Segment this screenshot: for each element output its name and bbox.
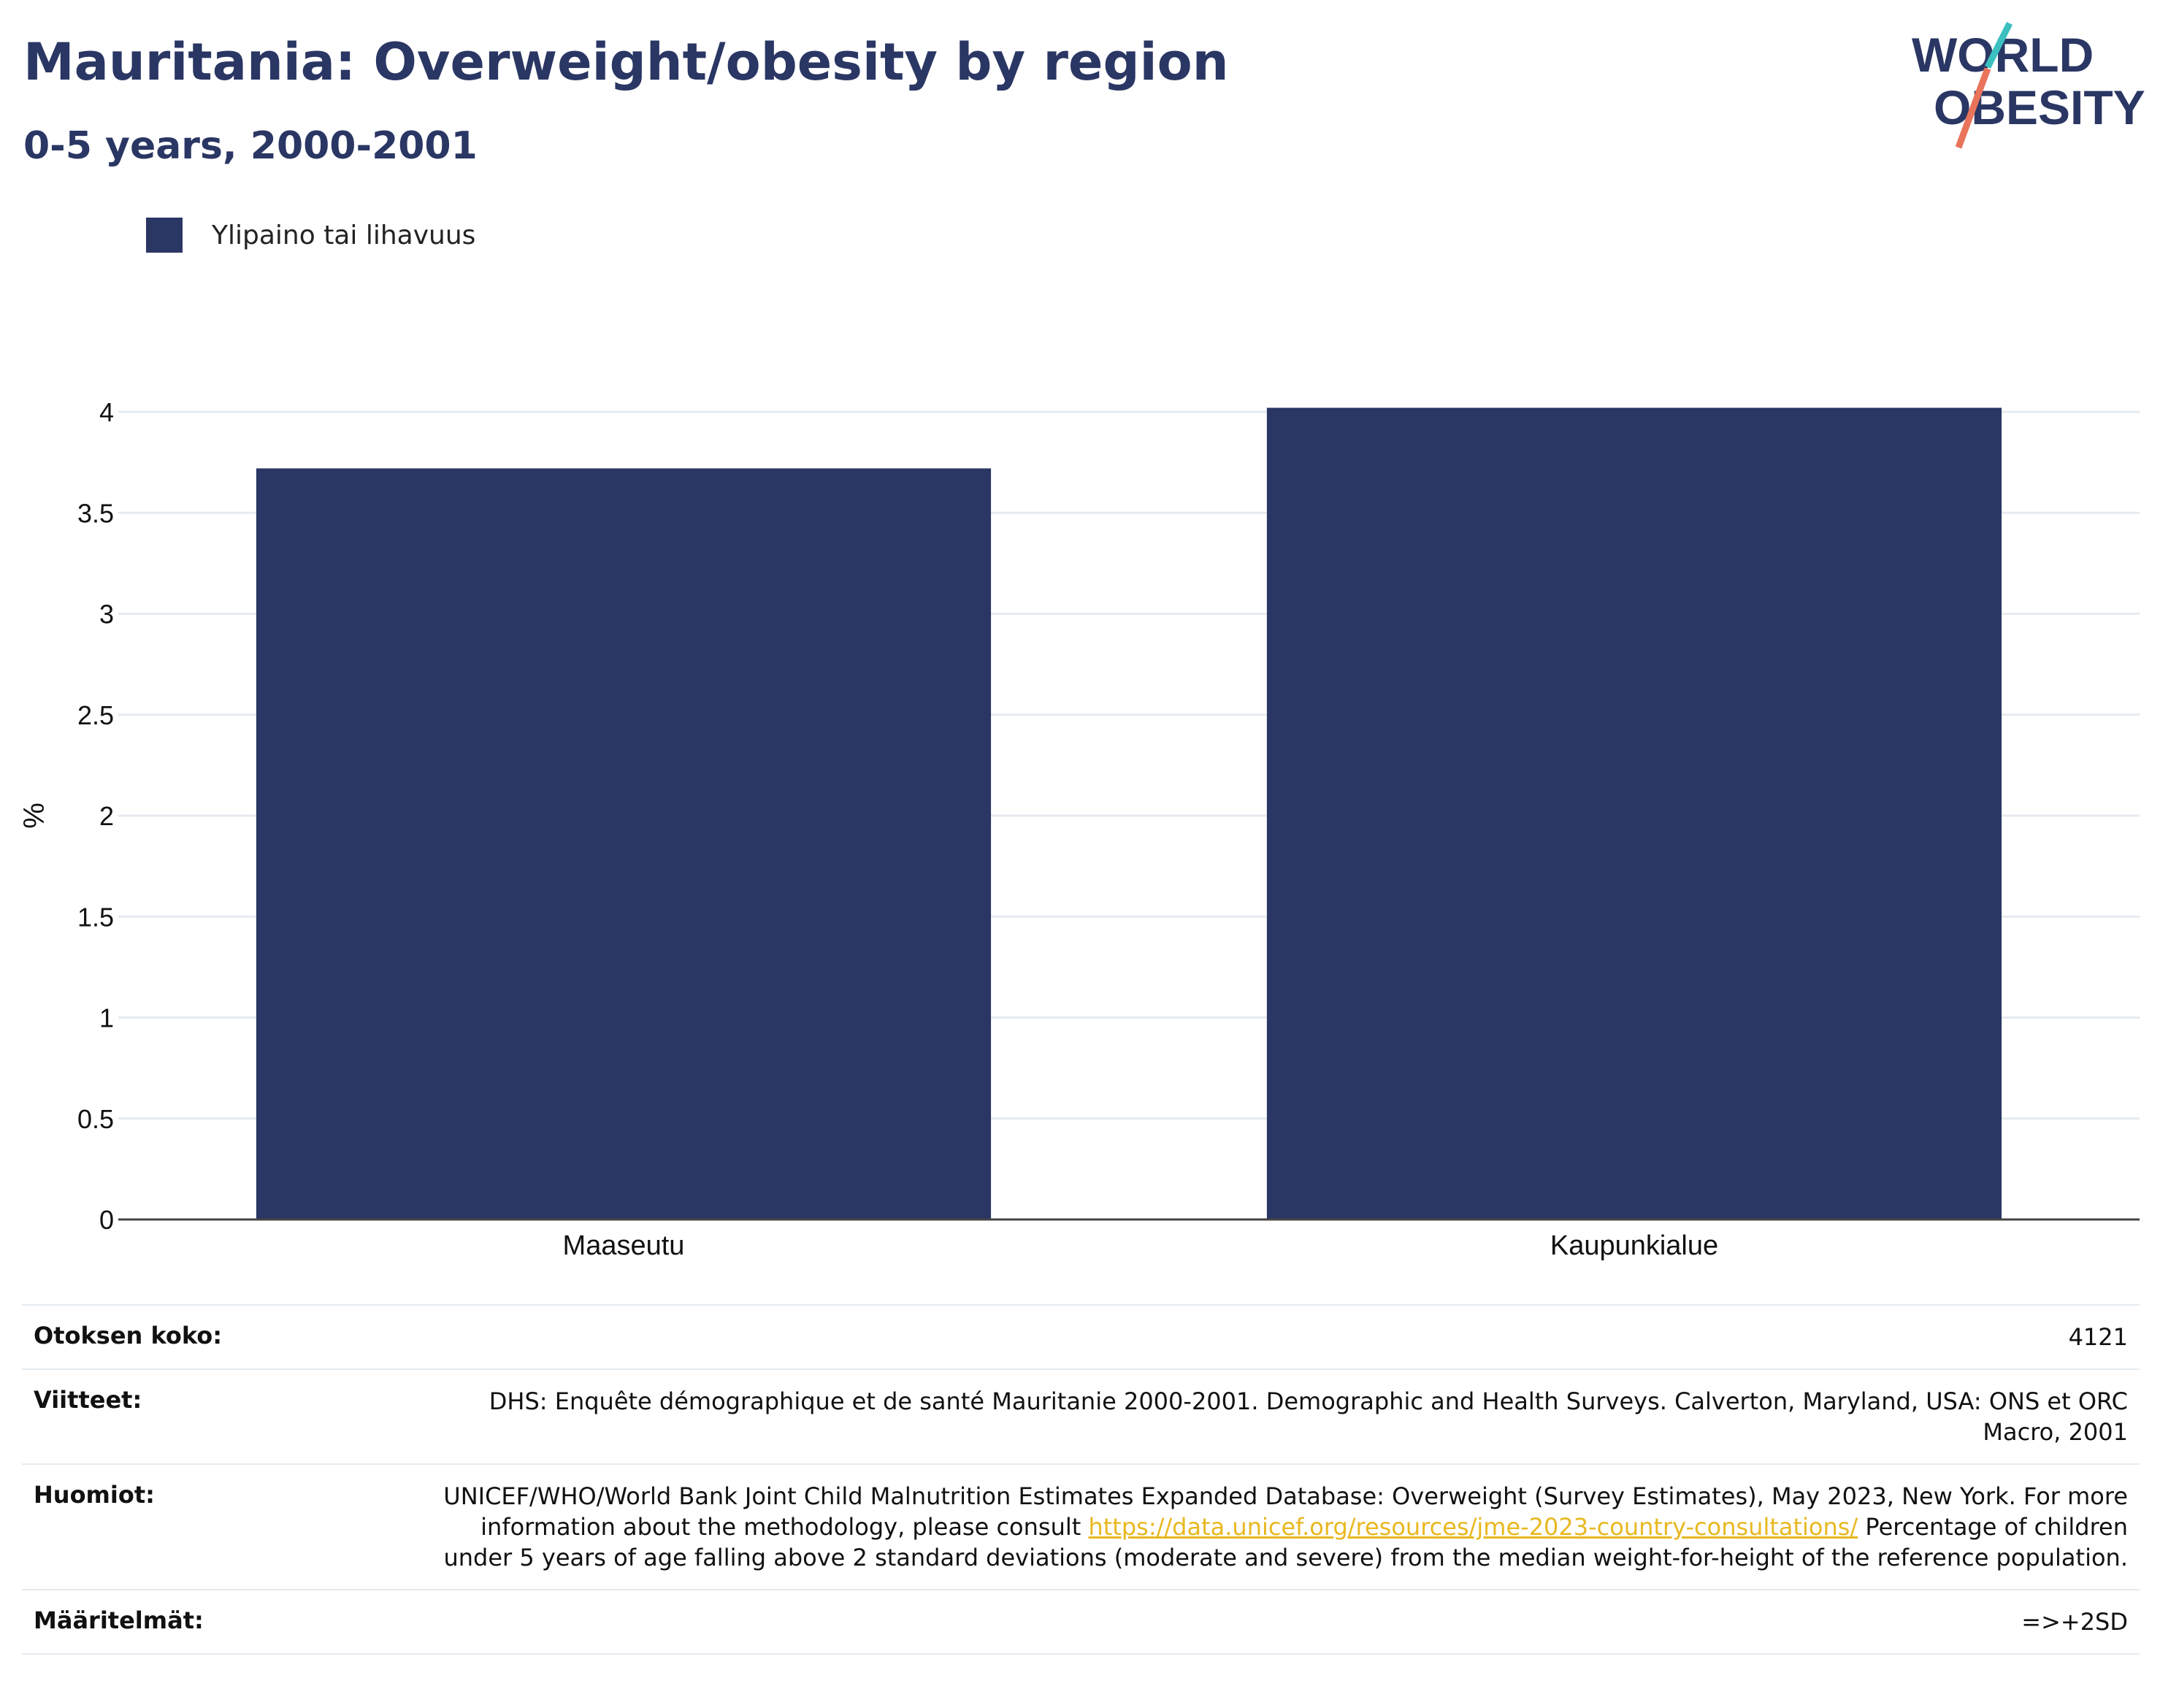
legend-label: Ylipaino tai lihavuus (212, 220, 476, 250)
y-tick-label: 2.5 (77, 700, 114, 730)
meta-sample-label: Otoksen koko: (34, 1322, 223, 1349)
x-tick-label: Kaupunkialue (1550, 1230, 1718, 1261)
bar-maaseutu[interactable] (256, 468, 992, 1220)
bar-chart: 0 0.5 1 1.5 2 2.5 3 3.5 4 Maaseutu Kaupunkialue % (18, 397, 2140, 1261)
y-tick-label: 1 (99, 1003, 114, 1033)
y-tick-labels: 0 0.5 1 1.5 2 2.5 3 3.5 4 (77, 397, 114, 1235)
x-tick-labels: Maaseutu Kaupunkialue (563, 1230, 1719, 1261)
world-obesity-logo: WORLD OBESITY (1912, 22, 2145, 149)
y-tick-label: 0 (99, 1205, 114, 1235)
y-axis-label: % (18, 803, 50, 829)
legend[interactable]: Ylipaino tai lihavuus (146, 218, 475, 253)
meta-refs-label: Viitteet: (34, 1386, 142, 1414)
y-tick-label: 0.5 (77, 1104, 114, 1134)
legend-swatch (146, 218, 183, 253)
y-tick-label: 3.5 (77, 498, 114, 528)
logo-slash-coral (1955, 67, 1991, 149)
logo-slash-teal (1984, 22, 2013, 69)
y-tick-label: 4 (99, 397, 114, 427)
meta-notes-label: Huomiot: (34, 1481, 155, 1509)
chart-title: Mauritania: Overweight/obesity by region (23, 32, 1229, 92)
chart-subtitle: 0-5 years, 2000-2001 (23, 124, 478, 168)
meta-notes-text-1: UNICEF/WHO/World Bank Joint Child Malnut… (443, 1482, 2128, 1541)
y-tick-label: 1.5 (77, 902, 114, 932)
meta-row-sample: Otoksen koko: 4121 (22, 1304, 2140, 1368)
meta-notes-value: UNICEF/WHO/World Bank Joint Child Malnut… (426, 1481, 2128, 1573)
meta-sample-value: 4121 (2068, 1323, 2128, 1351)
meta-notes-text-2: Percentage of children under 5 years of … (443, 1513, 2128, 1571)
meta-refs-value: DHS: Enquête démographique et de santé M… (489, 1387, 2128, 1446)
meta-defs-value: =>+2SD (2021, 1608, 2128, 1636)
meta-defs-label: Määritelmät: (34, 1606, 204, 1634)
meta-row-definitions: Määritelmät: =>+2SD (22, 1589, 2140, 1655)
meta-row-notes: Huomiot: UNICEF/WHO/World Bank Joint Chi… (22, 1463, 2140, 1589)
meta-row-references: Viitteet: DHS: Enquête démographique et … (22, 1368, 2140, 1463)
y-tick-label: 2 (99, 801, 114, 831)
x-tick-label: Maaseutu (563, 1230, 685, 1261)
bar-kaupunkialue[interactable] (1266, 407, 2002, 1219)
metadata-table: Otoksen koko: 4121 Viitteet: DHS: Enquêt… (22, 1304, 2140, 1655)
bars (256, 407, 2002, 1220)
y-tick-label: 3 (99, 600, 114, 629)
methodology-link[interactable]: https://data.unicef.org/resources/jme-20… (1088, 1513, 1858, 1541)
